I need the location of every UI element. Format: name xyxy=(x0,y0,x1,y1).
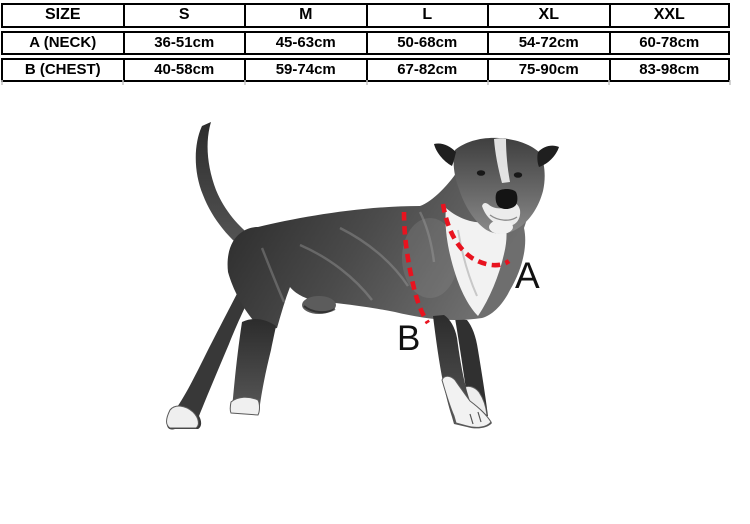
neck-measure-line xyxy=(440,203,511,268)
dog-hind-leg-near xyxy=(231,318,276,414)
neck-row: A (NECK) 36-51cm 45-63cm 50-68cm 54-72cm… xyxy=(1,31,730,55)
dog-hind-leg-far xyxy=(166,276,255,430)
fur-highlights xyxy=(260,211,436,303)
chest-value-s: 40-58cm xyxy=(122,58,244,82)
size-chart-table: SIZE S M L XL XXL A (NECK) 36-51cm 45-63… xyxy=(1,0,730,85)
chest-value-m: 59-74cm xyxy=(244,58,366,82)
table-artifact-tick xyxy=(487,80,489,85)
toe-lines xyxy=(469,411,482,425)
chest-value-l: 67-82cm xyxy=(365,58,487,82)
bib-shading xyxy=(457,229,478,297)
neck-value-m: 45-63cm xyxy=(244,31,366,55)
dog-chin xyxy=(489,220,513,234)
table-artifact-tick xyxy=(122,80,124,85)
dog-nose xyxy=(495,189,518,209)
table-artifact-tick xyxy=(366,80,368,85)
neck-value-xxl: 60-78cm xyxy=(608,31,730,55)
size-chart-header-row: SIZE S M L XL XXL xyxy=(1,3,730,28)
dog-body xyxy=(227,156,531,329)
neck-value-s: 36-51cm xyxy=(122,31,244,55)
table-artifact-tick xyxy=(244,80,246,85)
dog-hind-foot-near xyxy=(229,396,260,416)
col-header-size: SIZE xyxy=(1,3,123,28)
dog-front-leg-far xyxy=(455,318,488,416)
chest-row: B (CHEST) 40-58cm 59-74cm 67-82cm 75-90c… xyxy=(1,58,730,82)
table-artifact-tick xyxy=(729,80,731,85)
neck-measure-label: A xyxy=(515,255,540,296)
chest-value-xxl: 83-98cm xyxy=(608,58,730,82)
neck-value-xl: 54-72cm xyxy=(487,31,609,55)
dog-blaze xyxy=(494,138,510,183)
table-artifact-tick xyxy=(608,80,610,85)
chest-measure-line xyxy=(401,211,430,325)
dog-ear-left xyxy=(434,143,456,166)
neck-value-l: 50-68cm xyxy=(365,31,487,55)
chest-value-xl: 75-90cm xyxy=(487,58,609,82)
dog-eye-right xyxy=(513,172,523,178)
chest-row-label: B (CHEST) xyxy=(1,58,123,82)
col-header-l: L xyxy=(365,3,487,28)
dog-hind-foot-far xyxy=(166,405,199,429)
shoulder-highlight xyxy=(402,218,458,298)
dog-ear-right xyxy=(537,145,559,167)
col-header-m: M xyxy=(244,3,366,28)
dog-chest-bib xyxy=(445,208,507,316)
neck-row-label: A (NECK) xyxy=(1,31,123,55)
col-header-s: S xyxy=(122,3,244,28)
dog-eye-left xyxy=(476,170,486,176)
col-header-xl: XL xyxy=(487,3,609,28)
col-header-xxl: XXL xyxy=(608,3,730,28)
dog-head xyxy=(453,137,545,234)
table-artifact-tick xyxy=(1,80,3,85)
dog-sheath-shade xyxy=(303,305,336,314)
dog-mouth-line xyxy=(489,214,518,221)
chest-measure-label: B xyxy=(397,319,420,358)
